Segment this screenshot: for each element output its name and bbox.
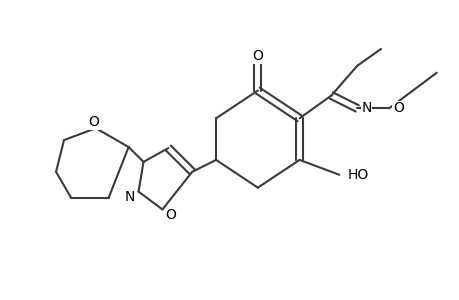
Text: O: O	[392, 101, 403, 116]
Text: N: N	[124, 190, 134, 204]
Text: O: O	[165, 208, 176, 222]
Text: O: O	[88, 115, 99, 129]
Text: O: O	[252, 49, 263, 63]
Text: N: N	[360, 101, 371, 116]
Text: HO: HO	[347, 168, 368, 182]
